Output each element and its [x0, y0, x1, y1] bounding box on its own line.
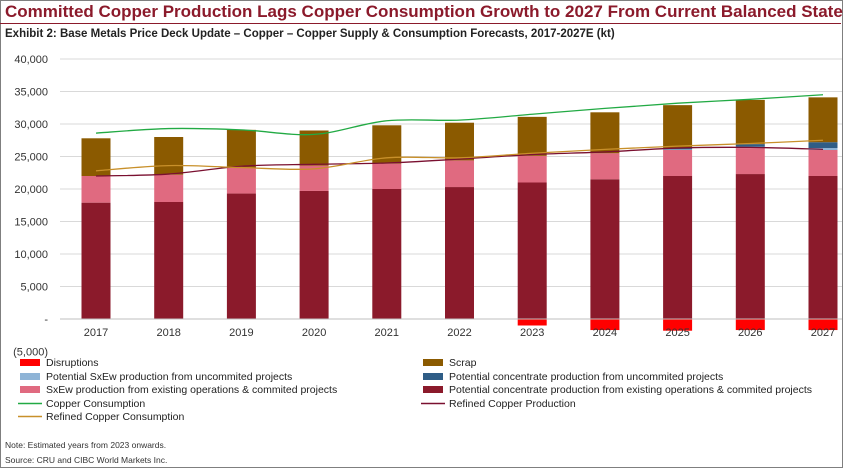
- y-tick-label: 15,000: [14, 217, 48, 229]
- legend-label: Scrap: [449, 357, 477, 369]
- x-tick-label: 2024: [593, 327, 617, 339]
- bar-concentrate-existing: [445, 187, 474, 319]
- y-tick-label: 30,000: [14, 119, 48, 131]
- bar-scrap: [517, 116, 547, 156]
- bar-disruptions: [590, 319, 620, 331]
- bar-potential-concentrate: [735, 144, 765, 147]
- bar-scrap: [154, 137, 184, 175]
- y-tick-label: 20,000: [14, 184, 48, 196]
- bar-sxew-existing: [517, 155, 547, 183]
- bar-sxew-existing: [445, 160, 474, 188]
- line-copper-consumption: [95, 94, 824, 136]
- x-tick-label: 2019: [229, 327, 253, 339]
- bar-concentrate-existing: [735, 174, 765, 319]
- bar-sxew-existing: [663, 150, 693, 176]
- legend-label: Refined Copper Consumption: [46, 411, 184, 423]
- legend-label: Potential concentrate production from un…: [449, 371, 723, 383]
- bar-sxew-existing: [735, 148, 765, 175]
- legend-label: Disruptions: [46, 357, 99, 369]
- line-refined-production: [95, 146, 824, 177]
- legend-label: Refined Copper Production: [449, 398, 576, 410]
- bar-concentrate-existing: [590, 179, 620, 319]
- y-tick-label: 35,000: [14, 87, 48, 99]
- bar-disruptions: [735, 319, 765, 331]
- bar-concentrate-existing: [154, 202, 184, 319]
- y-tick-label: 5,000: [20, 282, 48, 294]
- x-tick-label: 2017: [84, 327, 108, 339]
- x-tick-label: 2021: [375, 327, 399, 339]
- bar-disruptions: [517, 319, 547, 326]
- legend-label: Potential concentrate production from ex…: [449, 384, 812, 396]
- bar-scrap: [226, 129, 256, 168]
- bar-sxew-existing: [81, 176, 111, 203]
- bar-sxew-existing: [154, 174, 184, 202]
- y-tick-label: 40,000: [14, 54, 48, 66]
- x-tick-label: 2026: [738, 327, 762, 339]
- bar-scrap: [299, 130, 329, 166]
- bar-disruptions: [808, 319, 838, 331]
- bar-concentrate-existing: [808, 176, 838, 319]
- legend-swatch: [423, 386, 443, 393]
- x-tick-label: 2018: [156, 327, 180, 339]
- bar-scrap: [590, 112, 620, 154]
- legend-swatch: [20, 359, 40, 366]
- bar-scrap: [735, 99, 765, 145]
- bar-potential-concentrate: [808, 142, 838, 149]
- bar-concentrate-existing: [663, 176, 693, 319]
- x-tick-label: 2025: [665, 327, 689, 339]
- page-title: Committed Copper Production Lags Copper …: [5, 2, 843, 21]
- y-tick-label: (5,000): [13, 347, 48, 359]
- x-tick-label: 2023: [520, 327, 544, 339]
- title-divider: [0, 23, 841, 24]
- legend-label: Copper Consumption: [46, 398, 145, 410]
- bar-potential-sxew: [663, 149, 693, 150]
- line-refined-consumption: [95, 139, 824, 172]
- chart-subtitle: Exhibit 2: Base Metals Price Deck Update…: [5, 28, 615, 40]
- bar-sxew-existing: [372, 163, 402, 189]
- y-tick-label: 10,000: [14, 249, 48, 261]
- bar-scrap: [445, 122, 474, 161]
- bar-concentrate-existing: [372, 189, 402, 319]
- bar-concentrate-existing: [299, 190, 329, 319]
- source-note: Source: CRU and CIBC World Markets Inc.: [5, 455, 168, 465]
- bar-concentrate-existing: [517, 182, 547, 319]
- y-tick-label: -: [44, 314, 48, 326]
- legend-label: SxEw production from existing operations…: [46, 384, 337, 396]
- bar-concentrate-existing: [226, 193, 256, 319]
- legend-swatch: [20, 373, 40, 380]
- bar-scrap: [663, 105, 693, 149]
- bar-scrap: [808, 97, 838, 143]
- x-tick-label: 2020: [302, 327, 326, 339]
- legend-swatch: [20, 386, 40, 393]
- legend-swatch: [423, 359, 443, 366]
- x-tick-label: 2027: [811, 327, 835, 339]
- y-tick-label: 25,000: [14, 152, 48, 164]
- legend-label: Potential SxEw production from uncommite…: [46, 371, 292, 383]
- bar-disruptions: [663, 319, 693, 331]
- bar-sxew-existing: [808, 150, 838, 176]
- x-tick-label: 2022: [447, 327, 471, 339]
- bar-sxew-existing: [590, 153, 620, 180]
- footnote: Note: Estimated years from 2023 onwards.: [5, 440, 167, 450]
- bar-concentrate-existing: [81, 202, 111, 319]
- bar-sxew-existing: [226, 167, 256, 194]
- legend-swatch: [423, 373, 443, 380]
